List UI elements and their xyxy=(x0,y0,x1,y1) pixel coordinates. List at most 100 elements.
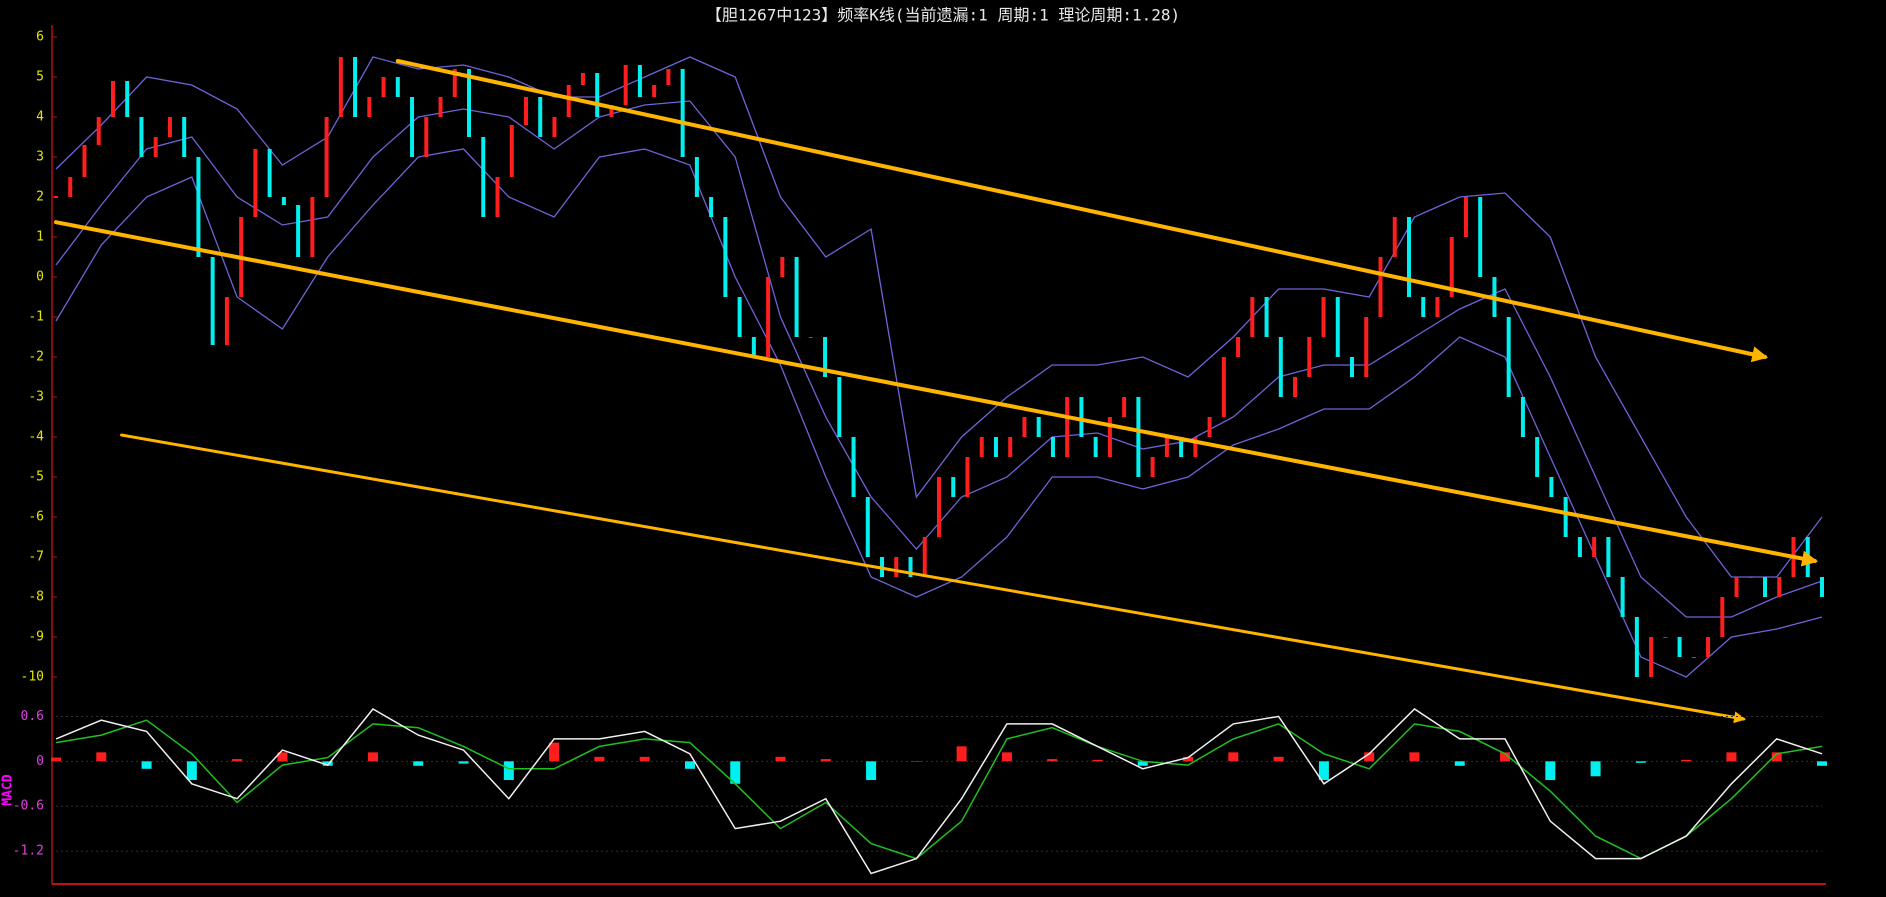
candle xyxy=(580,73,585,85)
candle xyxy=(808,337,813,338)
dif-line xyxy=(55,708,1823,875)
macd-bar xyxy=(413,761,424,766)
candle xyxy=(694,157,699,197)
candle xyxy=(310,197,315,257)
candle xyxy=(1777,577,1782,597)
macd-bar xyxy=(775,756,786,762)
candle xyxy=(922,537,927,577)
candle xyxy=(1706,637,1711,657)
macd-bar xyxy=(1001,752,1012,762)
candle xyxy=(338,57,343,117)
candle xyxy=(865,497,870,557)
candle xyxy=(908,557,913,577)
trend-arrow xyxy=(395,59,1769,363)
macd-bar xyxy=(1092,759,1103,762)
candle xyxy=(1150,457,1155,477)
candle xyxy=(452,69,457,97)
macd-bar xyxy=(1681,759,1692,762)
candle xyxy=(1520,397,1525,437)
candle xyxy=(1549,477,1554,497)
y-tick-label: 2 xyxy=(36,190,44,205)
candle xyxy=(82,145,87,177)
candle xyxy=(709,197,714,217)
candle xyxy=(1250,297,1255,337)
candle xyxy=(1278,337,1283,397)
candle xyxy=(424,117,429,157)
candle xyxy=(1350,357,1355,377)
y-tick-label: -5 xyxy=(28,470,44,485)
macd-bar xyxy=(1590,761,1601,777)
candle xyxy=(367,97,372,117)
candle xyxy=(110,81,115,117)
candle xyxy=(1107,417,1112,457)
candle xyxy=(296,205,301,257)
candle xyxy=(1236,337,1241,357)
candle xyxy=(467,69,472,137)
macd-bar xyxy=(322,761,333,766)
candle xyxy=(723,217,728,297)
y-tick-label: -6 xyxy=(28,510,44,525)
y-tick-label: 0 xyxy=(36,270,44,285)
y-tick-label: 0 xyxy=(36,754,44,769)
candle xyxy=(1179,437,1184,457)
y-tick-label: 6 xyxy=(36,30,44,45)
trend-arrow xyxy=(120,433,1747,724)
candle xyxy=(794,257,799,337)
candle xyxy=(609,105,614,117)
dea-line xyxy=(55,719,1823,860)
macd-bar xyxy=(1273,756,1284,762)
candle xyxy=(1606,537,1611,577)
candle xyxy=(1449,237,1454,297)
macd-bar xyxy=(1635,761,1646,763)
band-line xyxy=(55,148,1823,678)
candle xyxy=(1421,297,1426,317)
candle xyxy=(1763,577,1768,597)
candle xyxy=(1677,637,1682,657)
y-tick-label: -1 xyxy=(28,310,44,325)
candle xyxy=(224,297,229,345)
candle xyxy=(68,177,73,197)
y-tick-label: -4 xyxy=(28,430,44,445)
candle xyxy=(1221,357,1226,417)
candle xyxy=(894,557,899,577)
macd-bar xyxy=(1726,752,1737,762)
macd-bar xyxy=(911,761,922,762)
candle xyxy=(937,477,941,537)
candle xyxy=(1748,577,1753,578)
macd-bar xyxy=(367,752,378,762)
candle xyxy=(1592,537,1597,557)
macd-bar xyxy=(820,759,831,762)
candle xyxy=(509,125,514,177)
candle xyxy=(1563,497,1568,537)
candle xyxy=(1734,577,1739,597)
candle xyxy=(1065,397,1070,457)
candle xyxy=(637,65,642,97)
candle xyxy=(267,149,272,197)
macd-bar xyxy=(1137,761,1148,766)
macd-bar xyxy=(1318,761,1329,781)
macd-bar xyxy=(1228,752,1239,762)
candle xyxy=(1164,437,1169,457)
macd-bar xyxy=(639,756,650,762)
candle xyxy=(1008,437,1013,457)
candle xyxy=(1392,217,1397,257)
candle xyxy=(595,73,600,117)
candle xyxy=(1577,537,1582,557)
candle xyxy=(1193,437,1198,457)
candle xyxy=(1050,437,1055,457)
candle xyxy=(1406,217,1411,297)
macd-bar xyxy=(51,757,61,762)
macd-bar xyxy=(594,756,605,762)
candle xyxy=(979,437,984,457)
candle xyxy=(737,297,742,337)
candle xyxy=(780,257,785,277)
chart-title: 【胆1267中123】频率K线(当前遗漏:1 周期:1 理论周期:1.28) xyxy=(706,6,1180,25)
y-tick-label: -2 xyxy=(28,350,44,365)
candle xyxy=(523,97,528,125)
candle xyxy=(1649,637,1654,677)
candle xyxy=(196,157,201,257)
y-tick-label: -8 xyxy=(28,590,44,605)
candle xyxy=(1720,597,1725,637)
macd-bar xyxy=(1545,761,1556,781)
